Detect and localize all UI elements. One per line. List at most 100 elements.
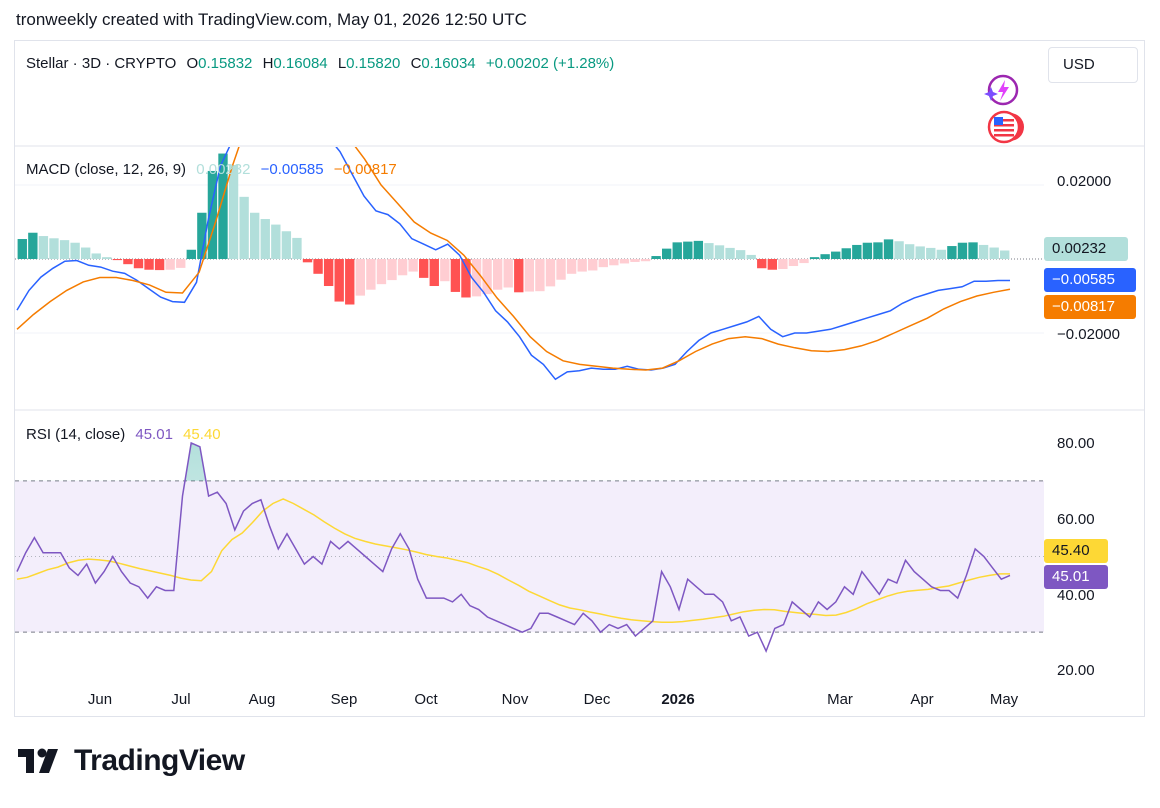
macd-histogram-bar — [883, 239, 894, 259]
macd-histogram-bar — [915, 246, 925, 259]
rsi-title[interactable]: RSI (14, close) — [26, 426, 126, 443]
macd-histogram-bar — [598, 259, 608, 268]
macd-histogram-bar — [630, 259, 640, 262]
macd-histogram-bar — [894, 241, 904, 259]
rsi-axis-tick-60: 60.00 — [1057, 511, 1095, 528]
macd-histogram-bar — [778, 259, 788, 269]
macd-histogram-bar — [112, 259, 123, 261]
macd-axis-tick-lower: −0.02000 — [1057, 326, 1120, 343]
rsi-ma-value: 45.40 — [183, 426, 221, 443]
rsi-line — [16, 441, 1011, 654]
macd-histogram-bar — [345, 259, 355, 305]
macd-histogram-bar — [841, 248, 851, 259]
macd-histogram-bar — [450, 259, 461, 292]
low-label: L — [337, 55, 347, 72]
macd-histogram-bar — [672, 242, 682, 259]
macd-histogram-bar — [936, 249, 947, 259]
macd-histogram-bar — [609, 259, 619, 266]
macd-histogram-bar — [704, 243, 714, 259]
macd-title[interactable]: MACD (close, 12, 26, 9) — [26, 161, 187, 178]
macd-histogram-bar — [619, 259, 630, 264]
macd-histogram-bar — [482, 259, 492, 295]
macd-histogram-bar — [566, 259, 577, 274]
time-axis-tick-nov: Nov — [502, 691, 529, 708]
high-label: H — [262, 55, 274, 72]
macd-histogram-bar — [545, 259, 556, 287]
macd-line-value: −0.00585 — [260, 161, 324, 178]
macd-histogram-bar — [746, 254, 756, 259]
macd-signal-line — [16, 147, 1011, 371]
macd-signal-value: −0.00817 — [333, 161, 397, 178]
macd-histogram-bar — [302, 259, 313, 263]
macd-histogram-bar — [397, 259, 408, 276]
macd-histogram-bar — [947, 246, 957, 259]
macd-histogram-bar — [38, 236, 49, 259]
macd-histogram-bar — [799, 259, 809, 264]
tradingview-logo[interactable]: TradingView — [18, 744, 245, 778]
ohlc-close: C0.16034 — [411, 55, 476, 72]
macd-histogram-bar — [1000, 250, 1010, 259]
macd-histogram-bar — [429, 259, 439, 287]
us-flag-icon[interactable] — [986, 110, 1030, 144]
macd-histogram-bar — [334, 259, 344, 302]
rsi-ma-badge: 45.40 — [1044, 539, 1108, 563]
macd-histogram-bar — [419, 259, 429, 278]
chart-frame[interactable] — [14, 40, 1145, 717]
time-axis-tick-jun: Jun — [88, 691, 112, 708]
rsi-axis-tick-40: 40.00 — [1057, 587, 1095, 604]
time-axis-tick-aug: Aug — [249, 691, 276, 708]
sparkle-lightning-icon[interactable] — [983, 72, 1023, 108]
macd-histogram-bar — [535, 259, 545, 292]
macd-histogram-bar — [197, 212, 207, 259]
macd-series-group — [16, 147, 1011, 381]
rsi-band-background — [15, 480, 1044, 633]
macd-histogram-bar — [862, 242, 873, 259]
macd-histogram-bar — [492, 259, 503, 290]
close-value: 0.16034 — [421, 55, 476, 72]
macd-histogram-bar — [588, 259, 598, 271]
ohlc-open: O0.15832 — [187, 55, 253, 72]
macd-axis-tick-upper: 0.02000 — [1057, 173, 1112, 190]
macd-histogram-bar — [355, 259, 366, 296]
rsi-pane — [15, 441, 1044, 654]
macd-histogram-bar — [408, 259, 418, 272]
macd-signal-badge: −0.00817 — [1044, 295, 1136, 319]
macd-histogram-bar — [218, 153, 228, 259]
macd-histogram-bar — [323, 259, 334, 287]
price-legend: Stellar · 3D · CRYPTO O0.15832 H0.16084 … — [26, 55, 620, 72]
macd-histogram-bar — [714, 245, 725, 259]
time-axis-tick-2026: 2026 — [661, 691, 694, 708]
macd-histogram-bar — [852, 244, 862, 259]
macd-histogram-bar — [239, 196, 249, 259]
macd-histogram-bar — [186, 249, 196, 259]
macd-histogram-bar — [683, 241, 693, 259]
currency-button[interactable]: USD — [1048, 47, 1138, 83]
macd-histogram-bar — [366, 259, 376, 290]
macd-histogram-bar — [735, 250, 746, 259]
macd-hist-value: 0.00232 — [196, 161, 251, 178]
time-axis[interactable]: Jun Jul Aug Sep Oct Nov Dec 2026 Mar Apr May — [88, 691, 1019, 708]
rsi-value-badge: 45.01 — [1044, 565, 1108, 589]
macd-histogram-bar — [968, 242, 978, 259]
macd-histogram-bar — [376, 259, 387, 285]
macd-histogram-bar — [154, 259, 165, 271]
macd-histogram-bar — [661, 248, 672, 259]
time-axis-tick-jul: Jul — [171, 691, 190, 708]
macd-histogram-bar — [313, 259, 323, 274]
macd-pane — [15, 147, 1044, 409]
macd-histogram-bar — [651, 256, 661, 259]
macd-histogram-bar — [788, 259, 799, 267]
macd-histogram-bar — [831, 251, 841, 259]
ohlc-low: L0.15820 — [338, 55, 401, 72]
macd-histogram-bar — [904, 244, 915, 259]
macd-histogram-bar — [957, 242, 968, 259]
macd-histogram-bar — [820, 254, 830, 259]
macd-histogram-bar — [577, 259, 587, 272]
tradingview-logo-icon — [18, 748, 58, 773]
macd-histogram-bar — [989, 247, 999, 259]
macd-histogram-bar — [757, 259, 767, 269]
macd-histogram-bar — [144, 259, 154, 270]
symbol-label[interactable]: Stellar · 3D · CRYPTO — [26, 55, 177, 72]
time-axis-tick-oct: Oct — [414, 691, 438, 708]
